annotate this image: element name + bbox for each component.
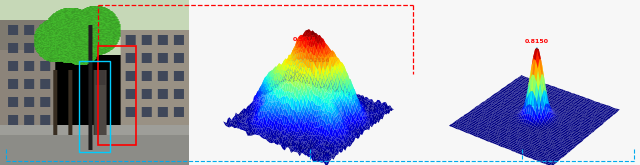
Bar — [98, 46, 136, 145]
Bar — [79, 61, 109, 152]
